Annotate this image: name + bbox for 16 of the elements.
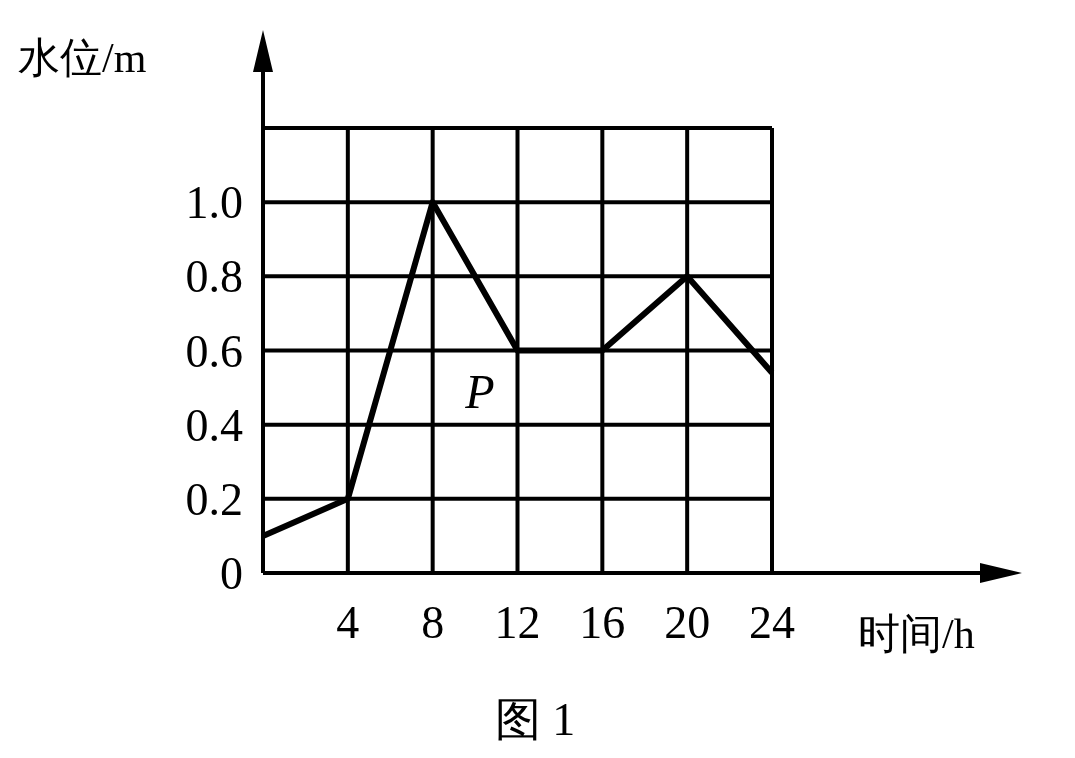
y-tick: 1.0 [185, 177, 243, 229]
annotation: P [465, 365, 495, 418]
x-tick: 16 [579, 597, 626, 648]
x-tick: 8 [421, 597, 445, 648]
ylabel: 水位/m [18, 35, 147, 81]
y-tick: 0.4 [185, 399, 243, 451]
y-tick: 0.8 [185, 251, 243, 303]
caption: 图 1 [494, 694, 576, 745]
x-tick: 24 [749, 597, 795, 648]
y-tick: 0.2 [185, 473, 243, 525]
y-tick: 0 [220, 548, 243, 599]
x-tick: 20 [664, 597, 711, 648]
xlabel: 时间/h [858, 611, 975, 657]
y-tick: 0.6 [185, 325, 243, 377]
x-tick: 4 [336, 597, 360, 648]
x-tick: 12 [494, 597, 541, 648]
